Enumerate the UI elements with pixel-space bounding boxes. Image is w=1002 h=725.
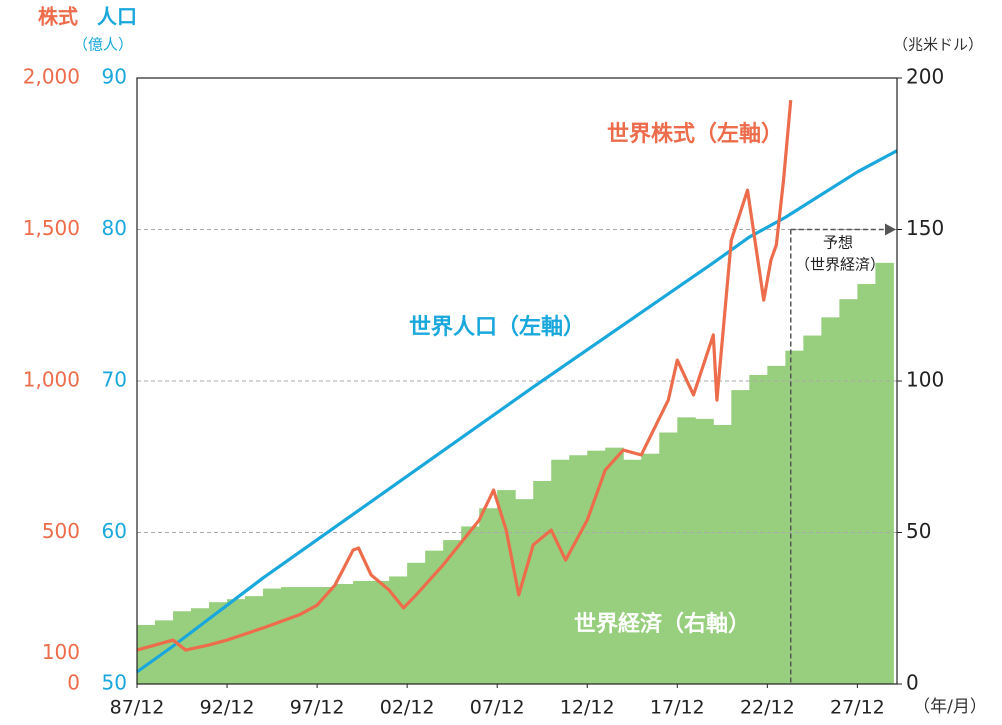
y3-tick-label: 50 bbox=[102, 671, 127, 695]
gdp-bar bbox=[245, 596, 264, 684]
gdp-bar bbox=[281, 587, 300, 684]
gdp-bar bbox=[659, 432, 678, 684]
y3-tick-label: 60 bbox=[102, 519, 127, 543]
gdp-bar bbox=[605, 447, 624, 684]
gdp-bar bbox=[425, 550, 444, 684]
y2-tick-label: 200 bbox=[906, 65, 944, 89]
y-tick-label: 1,500 bbox=[23, 216, 80, 240]
gdp-bar bbox=[587, 450, 606, 684]
gdp-bar bbox=[875, 262, 894, 684]
gdp-bar bbox=[389, 576, 408, 684]
x-tick-label: 97/12 bbox=[290, 697, 345, 719]
gdp-bar bbox=[443, 540, 462, 684]
line-series bbox=[136, 149, 898, 674]
gdp-unit: （兆米ドル） bbox=[893, 36, 983, 54]
y3-tick-label: 80 bbox=[102, 216, 127, 240]
gdp-bar bbox=[569, 455, 588, 684]
y2-tick-label: 150 bbox=[906, 216, 944, 240]
x-tick-label: 07/12 bbox=[470, 697, 525, 719]
y-tick-label: 100 bbox=[42, 640, 80, 664]
gdp-label: 世界経済（右軸） bbox=[574, 611, 750, 637]
stock-label: 世界株式（左軸） bbox=[607, 121, 783, 147]
y3-tick-label: 70 bbox=[102, 368, 127, 392]
x-tick-label: 22/12 bbox=[740, 697, 795, 719]
y-tick-label: 500 bbox=[42, 519, 80, 543]
gdp-bar bbox=[857, 284, 876, 684]
gdp-bar bbox=[515, 499, 534, 684]
population-unit: （億人） bbox=[73, 36, 133, 54]
gdp-bar bbox=[623, 459, 642, 684]
y-tick-label: 0 bbox=[67, 671, 80, 695]
x-tick-label: 12/12 bbox=[560, 697, 615, 719]
y-tick-label: 2,000 bbox=[23, 65, 80, 89]
gdp-bar bbox=[227, 599, 246, 684]
y-tick-label: 1,000 bbox=[23, 368, 80, 392]
gdp-bar bbox=[821, 317, 840, 684]
y2-tick-label: 50 bbox=[906, 519, 931, 543]
gdp-bar bbox=[785, 350, 804, 684]
gdp-bar bbox=[263, 588, 282, 684]
line-series bbox=[136, 99, 793, 652]
forecast-label: 予想 bbox=[823, 234, 853, 252]
gdp-bar bbox=[713, 424, 732, 684]
header-stock: 株式 bbox=[38, 5, 78, 29]
gdp-bar bbox=[839, 299, 858, 684]
gdp-bar bbox=[407, 562, 426, 684]
population-label: 世界人口（左軸） bbox=[409, 314, 585, 340]
x-tick-label: 27/12 bbox=[830, 697, 885, 719]
gdp-bar bbox=[749, 374, 768, 684]
gdp-bar bbox=[461, 526, 480, 684]
gdp-bar bbox=[371, 580, 390, 684]
gdp-bar bbox=[695, 418, 714, 684]
y2-tick-label: 100 bbox=[906, 368, 944, 392]
x-unit: （年/月） bbox=[913, 697, 987, 717]
gdp-bar bbox=[767, 365, 786, 684]
arrow-head bbox=[885, 223, 896, 236]
x-tick-label: 17/12 bbox=[650, 697, 705, 719]
y2-tick-label: 0 bbox=[906, 671, 919, 695]
x-tick-label: 87/12 bbox=[110, 697, 165, 719]
gdp-bar bbox=[479, 508, 498, 684]
forecast-sub-label: （世界経済） bbox=[795, 256, 885, 274]
gdp-bar bbox=[551, 459, 570, 684]
gdp-bar bbox=[677, 417, 696, 684]
gdp-bar bbox=[353, 580, 372, 684]
gdp-bar bbox=[137, 624, 156, 684]
x-tick-label: 92/12 bbox=[200, 697, 255, 719]
gdp-bar bbox=[731, 390, 750, 684]
y3-tick-label: 90 bbox=[102, 65, 127, 89]
x-tick-label: 02/12 bbox=[380, 697, 435, 719]
gdp-bar bbox=[299, 587, 318, 684]
gdp-bar bbox=[803, 335, 822, 684]
header-population: 人口 bbox=[97, 5, 137, 29]
gdp-bar bbox=[641, 453, 660, 684]
gdp-bar bbox=[335, 584, 354, 684]
gdp-bar bbox=[497, 490, 516, 684]
gdp-bar bbox=[533, 480, 552, 684]
gdp-bar bbox=[317, 587, 336, 684]
